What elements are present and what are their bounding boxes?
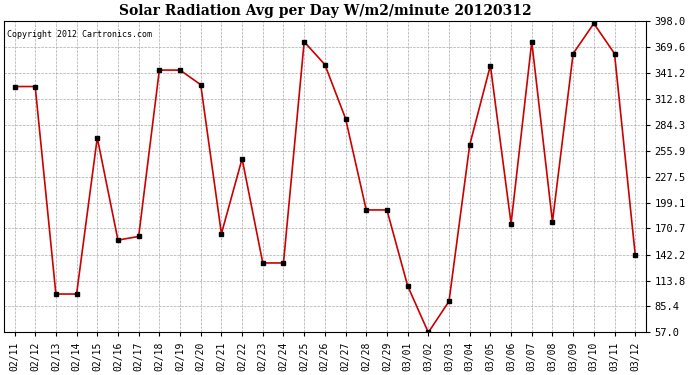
Text: Copyright 2012 Cartronics.com: Copyright 2012 Cartronics.com [8,30,152,39]
Title: Solar Radiation Avg per Day W/m2/minute 20120312: Solar Radiation Avg per Day W/m2/minute … [119,4,531,18]
